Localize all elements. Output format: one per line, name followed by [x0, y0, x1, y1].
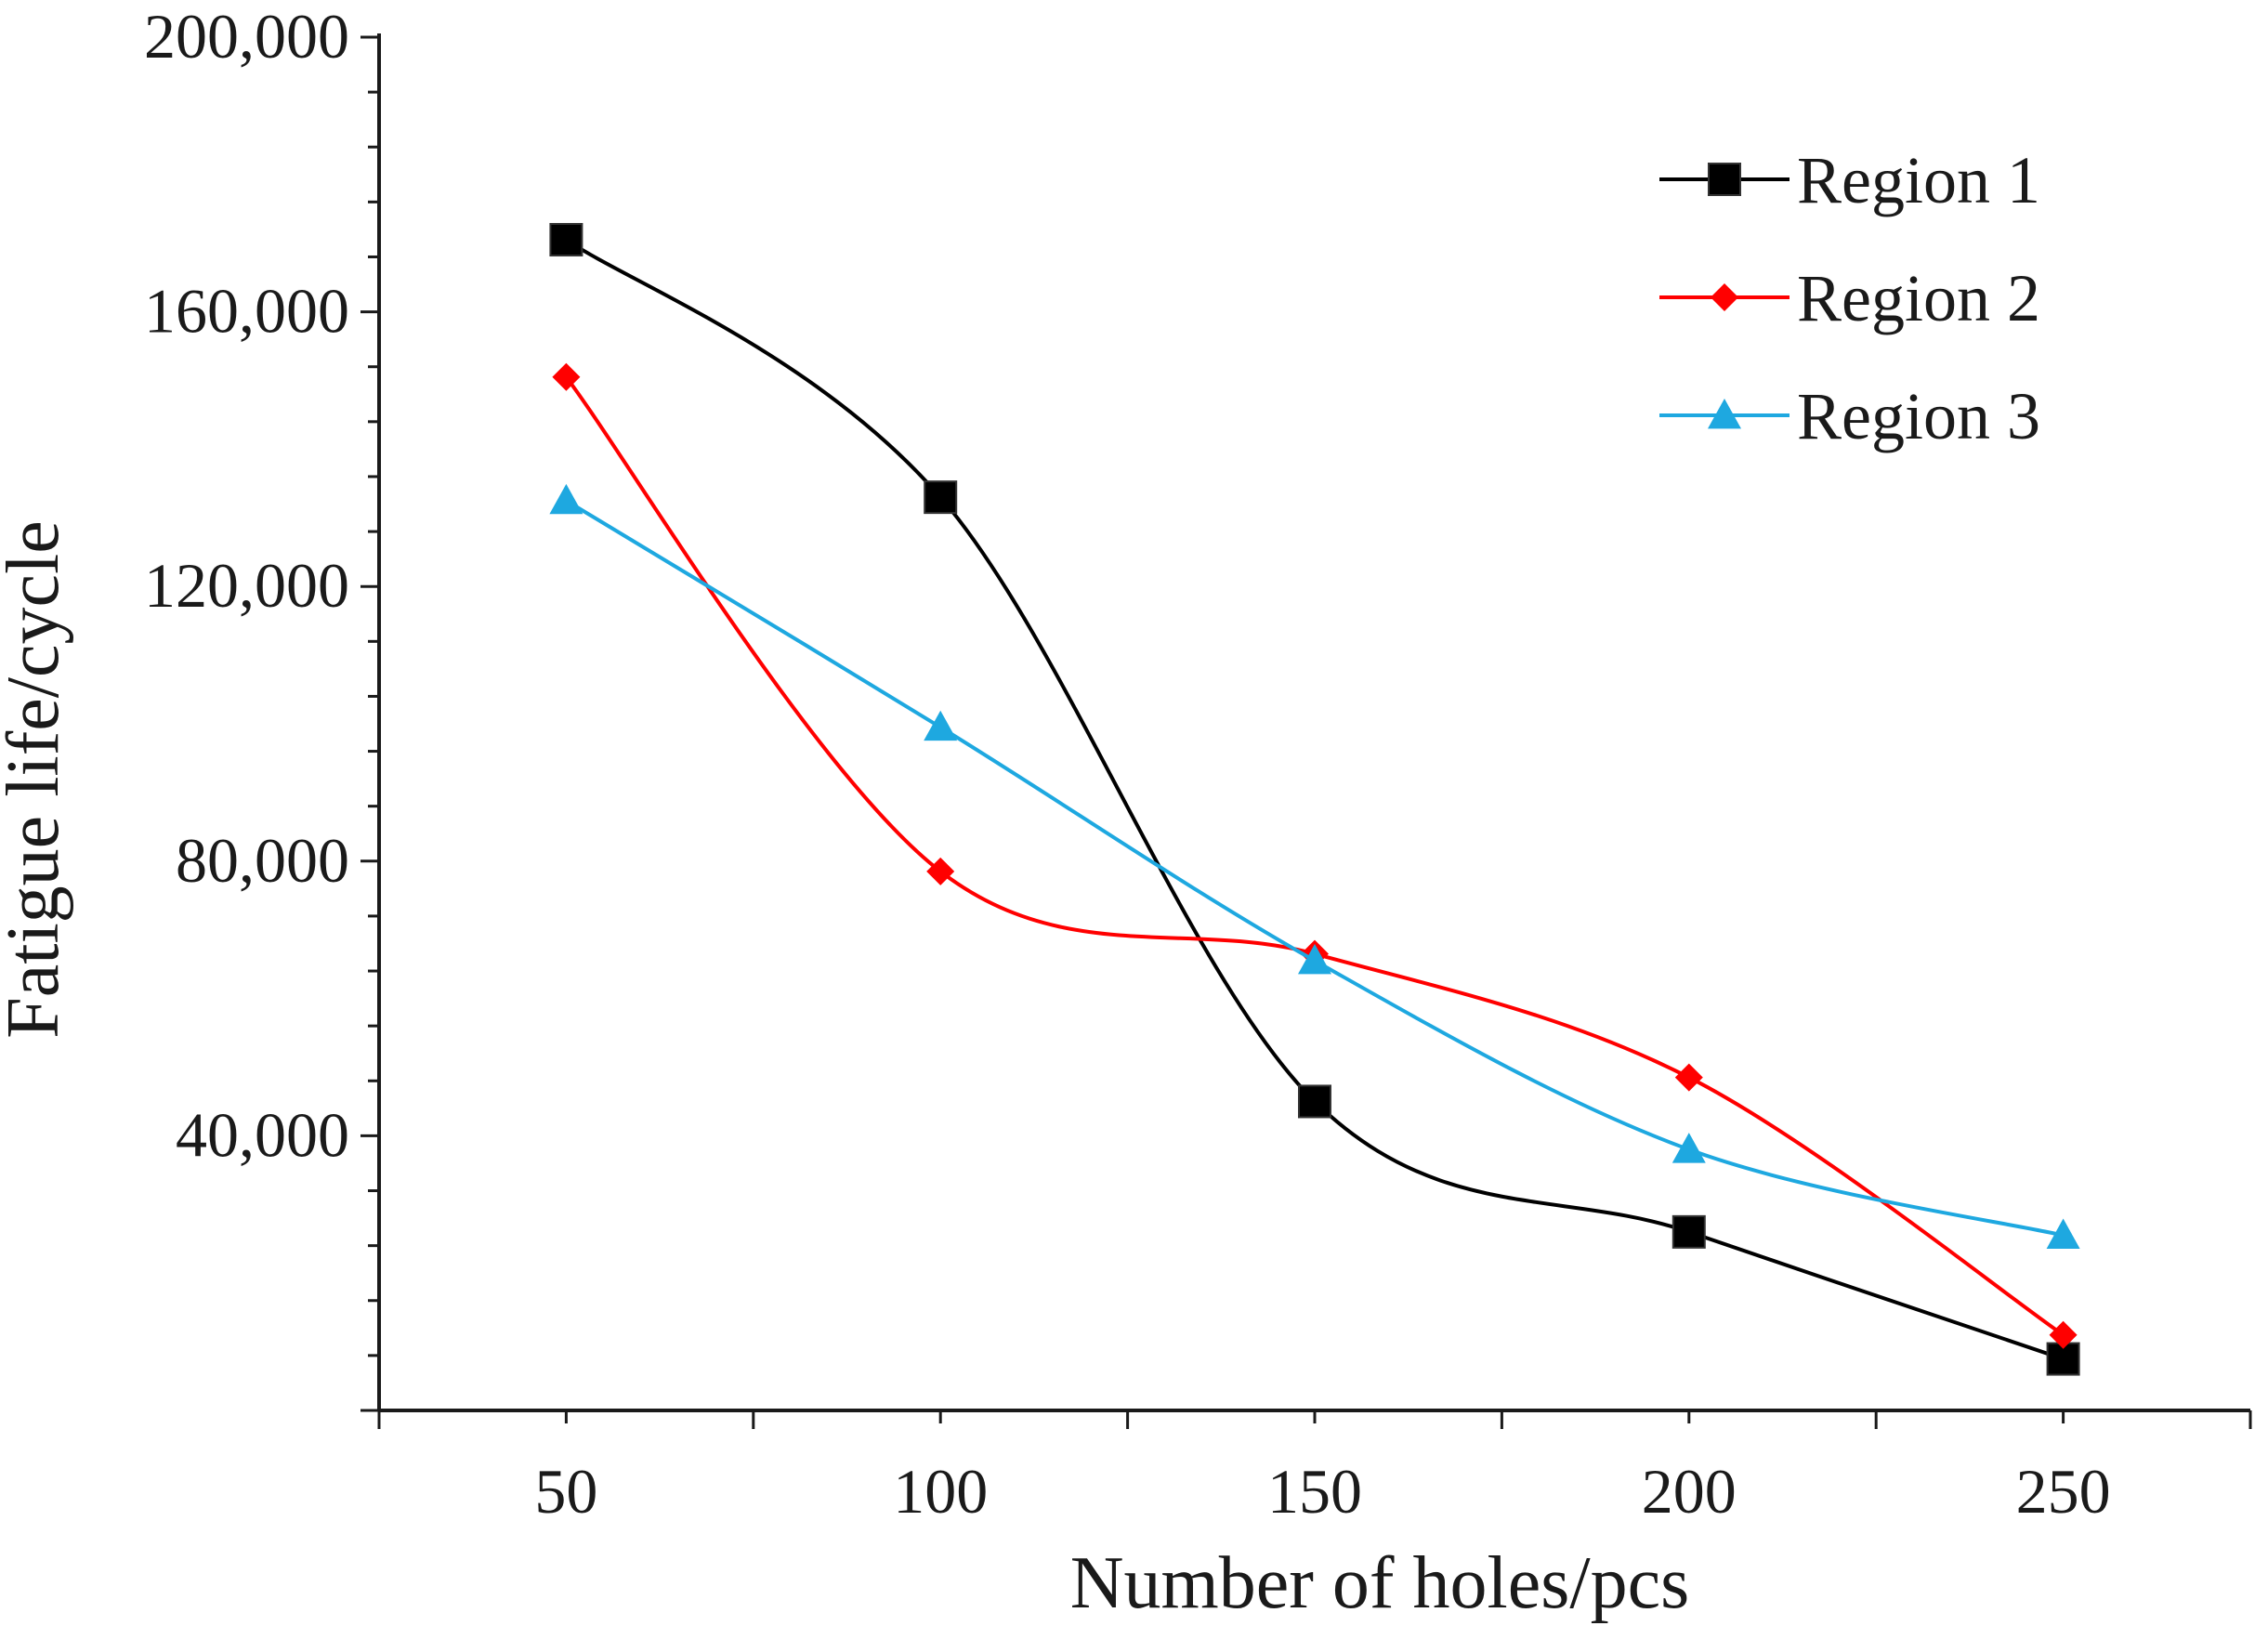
x-tick-label: 150: [1267, 1456, 1362, 1527]
axes: 40,000 80,000 120,000 160,000 200,000 50 100 1…: [144, 1, 2252, 1527]
y-tick-label: 160,000: [144, 276, 349, 347]
legend-label-region-3: Region 3: [1797, 379, 2040, 453]
y-axis-title: Fatigue life/cycle: [0, 520, 74, 1039]
data-point-region-1: [549, 223, 583, 257]
data-point-region-3: [549, 483, 583, 515]
series-region-2: [552, 362, 2078, 1349]
legend-item-region-2: Region 2: [1659, 261, 2040, 335]
series-line-region-3: [565, 499, 2065, 1238]
series-region-3: [549, 483, 2080, 1249]
legend-label-region-2: Region 2: [1797, 261, 2040, 335]
x-axis-ticks: 50 100 150 200 250: [377, 1410, 2252, 1527]
series-line-region-1: [565, 238, 2065, 1361]
data-point-region-3: [2046, 1218, 2080, 1249]
series-region-1: [549, 223, 2080, 1376]
legend-item-region-1: Region 1: [1659, 143, 2040, 217]
y-tick-label: 80,000: [176, 825, 349, 896]
series-lines: [549, 223, 2080, 1376]
data-point-region-1: [1672, 1214, 1706, 1249]
legend: Region 1 Region 2 Region 3: [1659, 143, 2040, 453]
data-point-region-2: [926, 857, 955, 885]
x-tick-label: 50: [534, 1456, 597, 1527]
legend-label-region-1: Region 1: [1797, 143, 2040, 217]
legend-marker-region-3: [1708, 399, 1741, 429]
x-tick-label: 200: [1642, 1456, 1737, 1527]
legend-marker-region-1: [1708, 163, 1741, 196]
y-tick-label: 120,000: [144, 550, 349, 621]
data-point-region-2: [1674, 1063, 1703, 1092]
data-point-region-3: [1298, 943, 1331, 975]
data-point-region-1: [1298, 1084, 1331, 1119]
legend-marker-region-2: [1711, 283, 1738, 311]
y-tick-label: 40,000: [176, 1099, 349, 1170]
data-point-region-2: [2049, 1320, 2078, 1349]
x-axis-title: Number of holes/pcs: [1070, 1542, 1690, 1624]
legend-item-region-3: Region 3: [1659, 379, 2040, 453]
x-tick-label: 100: [893, 1456, 988, 1527]
data-point-region-3: [924, 710, 958, 741]
y-axis-ticks: 40,000 80,000 120,000 160,000 200,000: [144, 1, 379, 1412]
data-point-region-3: [1672, 1133, 1706, 1163]
x-tick-label: 250: [2016, 1456, 2111, 1527]
y-tick-label: 200,000: [144, 1, 349, 72]
data-point-region-1: [924, 480, 958, 515]
data-point-region-2: [552, 362, 581, 391]
